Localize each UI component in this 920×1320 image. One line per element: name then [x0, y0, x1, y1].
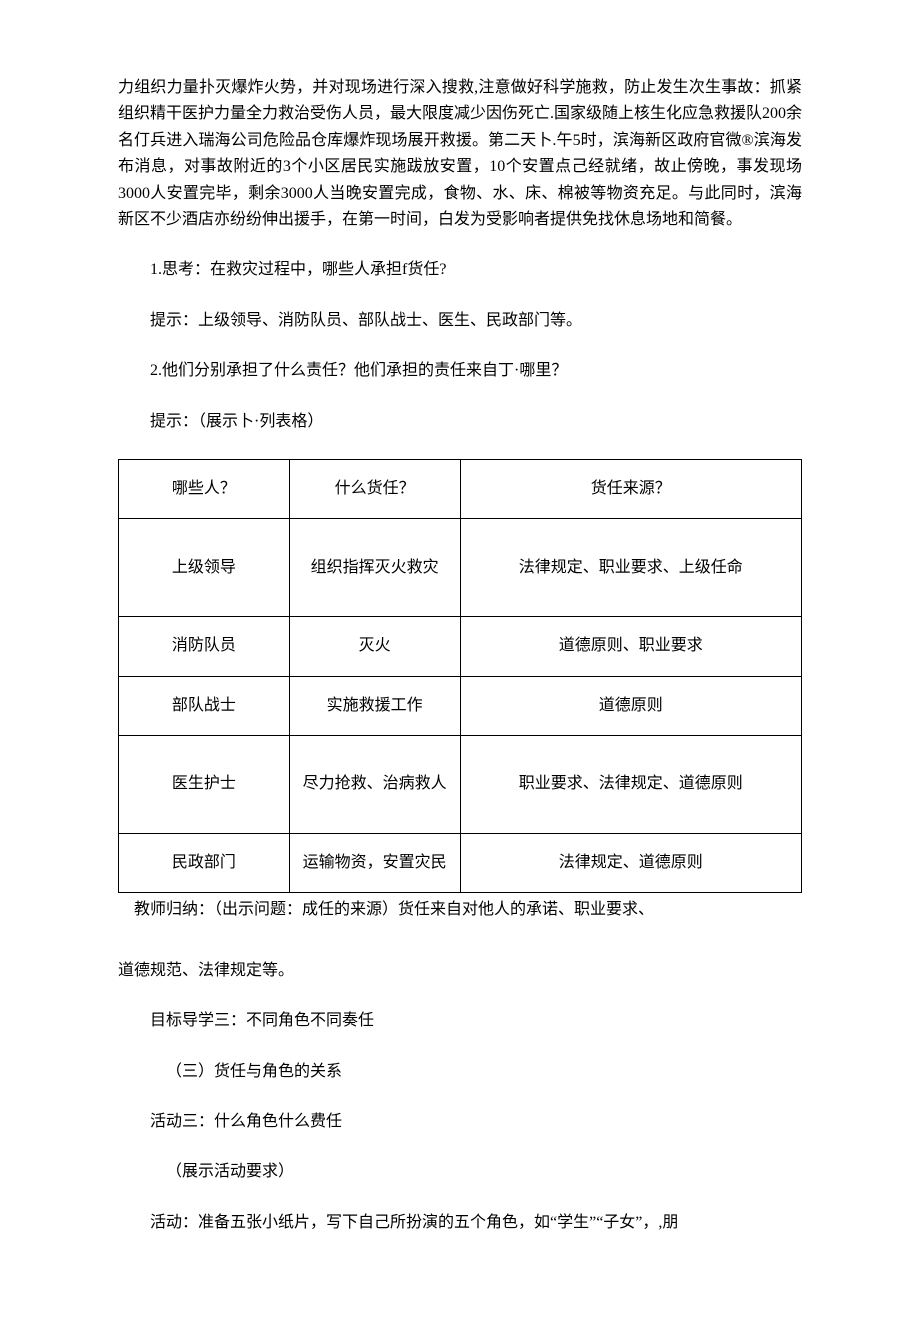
- table-cell: 法律规定、道德原则: [460, 834, 802, 893]
- activity-description: 活动：准备五张小纸片，写下自己所扮演的五个角色，如“学生”“子女”，,朋: [118, 1210, 802, 1236]
- table-cell: 民政部门: [119, 834, 290, 893]
- table-cell: 职业要求、法律规定、道德原则: [460, 736, 802, 834]
- activity-requirement: （展示活动要求）: [118, 1159, 802, 1185]
- table-cell: 道德原则、职业要求: [460, 617, 802, 676]
- activity-3-title: 活动三：什么角色什么费任: [118, 1109, 802, 1135]
- question-1: 1.思考：在救灾过程中，哪些人承担f货任?: [118, 257, 802, 283]
- teacher-summary-line1: 教师归纳：（出示问题：成任的来源）货任来自对他人的承诺、职业要求、: [118, 897, 802, 923]
- table-cell: 道德原则: [460, 676, 802, 735]
- table-row: 消防队员 灭火 道德原则、职业要求: [119, 617, 802, 676]
- table-cell: 实施救援工作: [289, 676, 460, 735]
- subsection-title: （三）货任与角色的关系: [118, 1059, 802, 1085]
- table-cell: 医生护士: [119, 736, 290, 834]
- table-cell: 消防队员: [119, 617, 290, 676]
- responsibility-table: 哪些人？ 什么货任？ 货任来源？ 上级领导 组织指挥灭火救灾 法律规定、职业要求…: [118, 459, 802, 894]
- table-cell: 上级领导: [119, 519, 290, 617]
- table-header-cell: 哪些人？: [119, 459, 290, 518]
- table-row: 医生护士 尽力抢救、治病救人 职业要求、法律规定、道德原则: [119, 736, 802, 834]
- table-cell: 灭火: [289, 617, 460, 676]
- table-cell: 法律规定、职业要求、上级任命: [460, 519, 802, 617]
- question-2: 2.他们分别承担了什么责任？他们承担的责任来自丁·哪里？: [118, 358, 802, 384]
- table-header-cell: 什么货任？: [289, 459, 460, 518]
- paragraph-intro: 力组织力量扑灭爆炸火势，并对现场进行深入搜救,注意做好科学施救，防止发生次生事故…: [118, 75, 802, 233]
- table-cell: 部队战士: [119, 676, 290, 735]
- table-row: 上级领导 组织指挥灭火救灾 法律规定、职业要求、上级任命: [119, 519, 802, 617]
- table-cell: 尽力抢救、治病救人: [289, 736, 460, 834]
- table-row: 部队战士 实施救援工作 道德原则: [119, 676, 802, 735]
- table-header-cell: 货任来源？: [460, 459, 802, 518]
- table-row: 民政部门 运输物资，安置灾民 法律规定、道德原则: [119, 834, 802, 893]
- table-cell: 运输物资，安置灾民: [289, 834, 460, 893]
- table-cell: 组织指挥灭火救灾: [289, 519, 460, 617]
- teacher-summary-line2: 道德规范、法律规定等。: [118, 958, 802, 984]
- table-header-row: 哪些人？ 什么货任？ 货任来源？: [119, 459, 802, 518]
- hint-2: 提示：（展示卜·列表格）: [118, 409, 802, 435]
- section-title-3: 目标导学三：不同角色不同奏任: [118, 1008, 802, 1034]
- hint-1: 提示：上级领导、消防队员、部队战士、医生、民政部门等。: [118, 308, 802, 334]
